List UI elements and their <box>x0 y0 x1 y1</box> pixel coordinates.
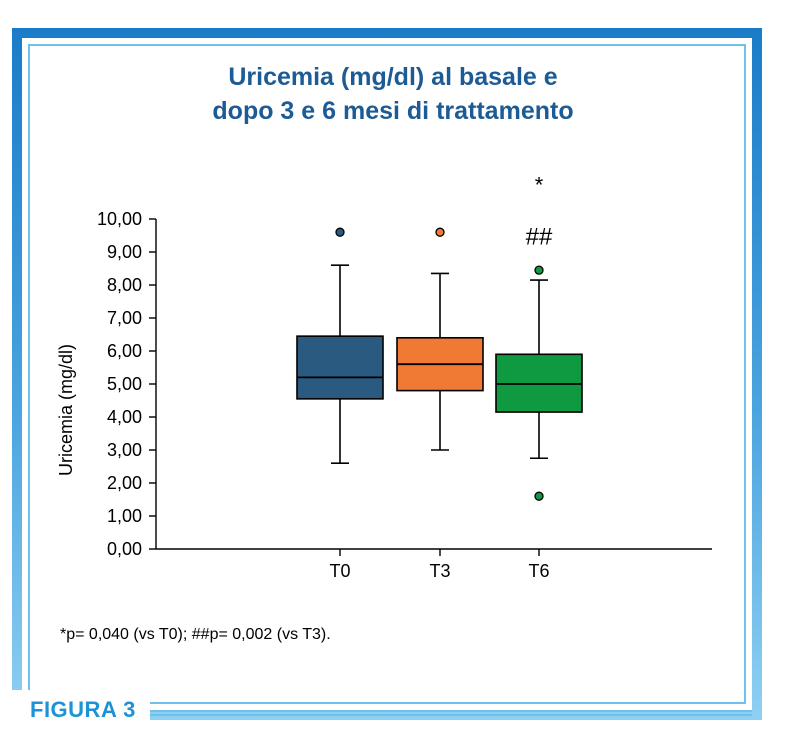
y-tick-label: 7,00 <box>107 308 142 328</box>
y-tick-label: 5,00 <box>107 374 142 394</box>
outlier-point <box>335 227 345 237</box>
figure-label-background <box>12 690 150 734</box>
box-T0 <box>296 335 384 400</box>
y-axis-label: Uricemia (mg/dl) <box>56 344 76 476</box>
y-tick-label: 4,00 <box>107 407 142 427</box>
x-tick-label: T6 <box>528 561 549 581</box>
y-tick-label: 3,00 <box>107 440 142 460</box>
y-tick-label: 9,00 <box>107 242 142 262</box>
figure-frame-inner <box>28 44 746 704</box>
x-tick-label: T3 <box>429 561 450 581</box>
y-tick-label: 1,00 <box>107 506 142 526</box>
y-tick-label: 8,00 <box>107 275 142 295</box>
outlier-point <box>534 265 544 275</box>
y-tick-label: 0,00 <box>107 539 142 559</box>
y-tick-label: 6,00 <box>107 341 142 361</box>
chart-footnote: *p= 0,040 (vs T0); ##p= 0,002 (vs T3). <box>60 626 331 643</box>
chart-title-line-2: dopo 3 e 6 mesi di trattamento <box>212 97 574 125</box>
significance-annotation: * <box>535 173 544 198</box>
significance-annotation: ## <box>526 224 553 251</box>
chart-title-line-1: Uricemia (mg/dl) al basale e <box>228 63 558 91</box>
y-tick-label: 10,00 <box>97 209 142 229</box>
x-tick-label: T0 <box>329 561 350 581</box>
figure-label: FIGURA 3 <box>30 697 136 722</box>
chart-title: Uricemia (mg/dl) al basale e dopo 3 e 6 … <box>0 60 786 128</box>
figure-label-rule <box>150 710 752 716</box>
outlier-point <box>534 491 544 501</box>
outlier-point <box>435 227 445 237</box>
y-tick-label: 2,00 <box>107 473 142 493</box>
